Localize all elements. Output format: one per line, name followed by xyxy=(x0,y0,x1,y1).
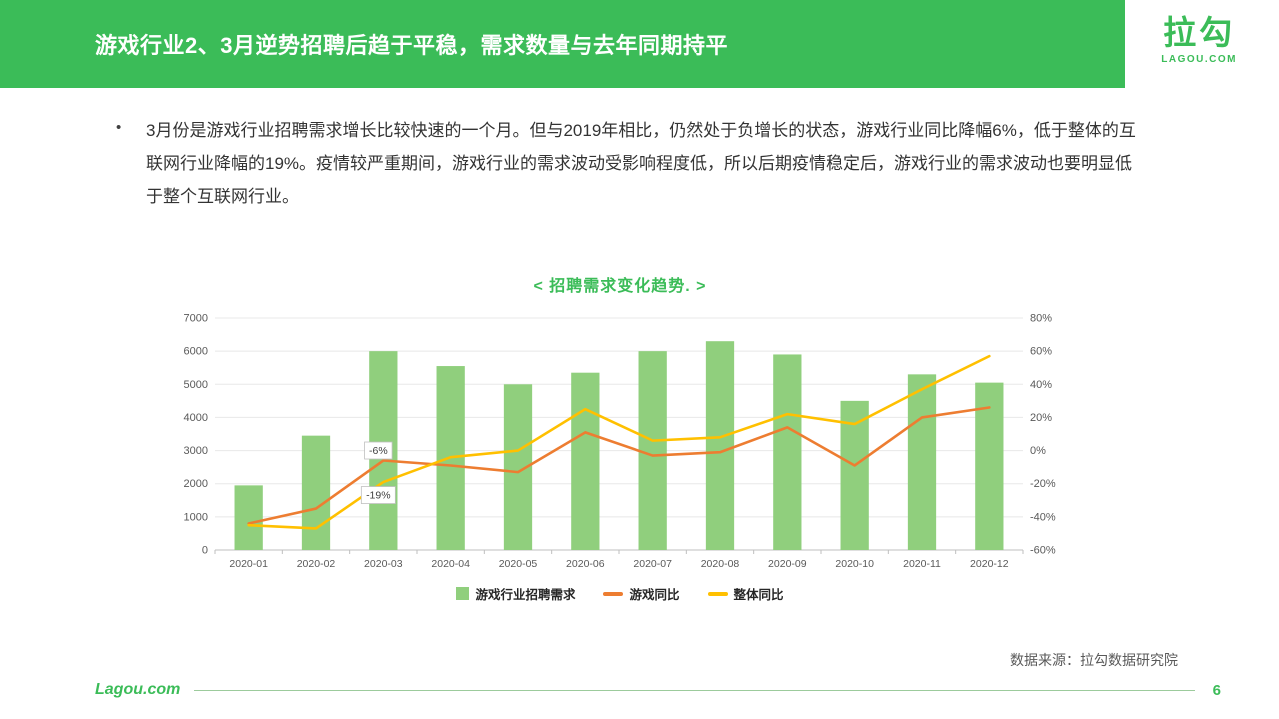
legend-label: 游戏行业招聘需求 xyxy=(475,588,576,602)
summary-bullet-item: • 3月份是游戏行业招聘需求增长比较快速的一个月。但与2019年相比，仍然处于负… xyxy=(116,114,1148,213)
svg-text:2020-03: 2020-03 xyxy=(364,558,403,570)
page-title: 游戏行业2、3月逆势招聘后趋于平稳，需求数量与去年同期持平 xyxy=(95,33,728,58)
svg-text:2020-10: 2020-10 xyxy=(835,558,874,570)
gridlines: 0 -60% 1000 -40% 2000 -20% 3000 0% 4000 20% 5000 40… xyxy=(184,313,1056,557)
legend-item: 游戏同比 xyxy=(603,584,680,603)
x-axis-ticks xyxy=(214,550,1024,554)
svg-text:2020-01: 2020-01 xyxy=(229,558,268,570)
svg-text:2020-09: 2020-09 xyxy=(768,558,807,570)
legend-item: 游戏行业招聘需求 xyxy=(456,584,575,603)
svg-text:0: 0 xyxy=(202,545,208,557)
footer-brand: Lagou.com xyxy=(95,681,181,698)
page-number: 6 xyxy=(1212,681,1221,699)
lagou-logo-subtext: LAGOU.COM xyxy=(1161,54,1237,65)
svg-text:40%: 40% xyxy=(1030,379,1052,391)
header-bar: 游戏行业2、3月逆势招聘后趋于平稳，需求数量与去年同期持平 xyxy=(0,0,1125,88)
annotations: -6% -19% xyxy=(360,441,396,504)
line-series-1 xyxy=(247,354,991,530)
svg-text:3000: 3000 xyxy=(184,445,208,457)
legend-item: 整体同比 xyxy=(707,584,784,603)
svg-text:2020-05: 2020-05 xyxy=(499,558,538,570)
svg-text:-20%: -20% xyxy=(1030,478,1056,490)
svg-text:20%: 20% xyxy=(1030,412,1052,424)
svg-text:2020-11: 2020-11 xyxy=(903,558,941,570)
svg-text:80%: 80% xyxy=(1030,313,1052,325)
svg-text:2000: 2000 xyxy=(184,478,208,490)
data-source: 数据来源：拉勾数据研究院 xyxy=(1010,652,1178,668)
svg-text:-6%: -6% xyxy=(369,445,388,457)
svg-text:5000: 5000 xyxy=(184,379,208,391)
legend-label: 整体同比 xyxy=(733,588,784,602)
chart-canvas: 0 -60% 1000 -40% 2000 -20% 3000 0% 4000 20% 5000 40… xyxy=(184,313,1056,571)
bullet-dot: • xyxy=(116,119,122,136)
svg-text:2020-06: 2020-06 xyxy=(566,558,605,570)
legend-line-swatch xyxy=(603,591,624,596)
svg-text:1000: 1000 xyxy=(184,511,208,523)
lagou-logo-text: 拉勾 xyxy=(1163,14,1236,51)
svg-text:0%: 0% xyxy=(1030,445,1046,457)
footer: Lagou.com 6 xyxy=(95,681,1221,699)
svg-text:2020-08: 2020-08 xyxy=(701,558,740,570)
legend-line-swatch xyxy=(707,591,728,596)
svg-text:2020-07: 2020-07 xyxy=(633,558,672,570)
svg-text:-40%: -40% xyxy=(1030,511,1056,523)
svg-text:7000: 7000 xyxy=(184,313,208,325)
svg-text:60%: 60% xyxy=(1030,346,1052,358)
svg-text:4000: 4000 xyxy=(184,412,208,424)
footer-rule xyxy=(194,689,1195,691)
legend-bar-swatch xyxy=(456,587,470,600)
summary-text: 3月份是游戏行业招聘需求增长比较快速的一个月。但与2019年相比，仍然处于负增长… xyxy=(146,121,1136,206)
svg-text:-60%: -60% xyxy=(1030,545,1056,557)
trend-chart: < 招聘需求变化趋势. > 0 -60% 1000 -40% 2000 -20% 3000 0… xyxy=(165,272,1075,603)
lagou-logo: 拉勾 LAGOU.COM xyxy=(1161,16,1237,65)
svg-text:2020-12: 2020-12 xyxy=(970,558,1009,570)
svg-text:-19%: -19% xyxy=(366,490,391,502)
x-axis-labels: 2020-01 2020-02 2020-03 2020-04 2020-05 2020-… xyxy=(229,558,1008,570)
svg-text:6000: 6000 xyxy=(184,346,208,358)
bar-series xyxy=(234,341,1004,550)
svg-text:2020-02: 2020-02 xyxy=(297,558,336,570)
legend-label: 游戏同比 xyxy=(629,588,680,602)
line-series-0 xyxy=(247,406,991,525)
svg-text:2020-04: 2020-04 xyxy=(431,558,470,570)
chart-title: < 招聘需求变化趋势. > xyxy=(533,278,707,295)
chart-legend: 游戏行业招聘需求 游戏同比 整体同比 xyxy=(165,584,1075,603)
